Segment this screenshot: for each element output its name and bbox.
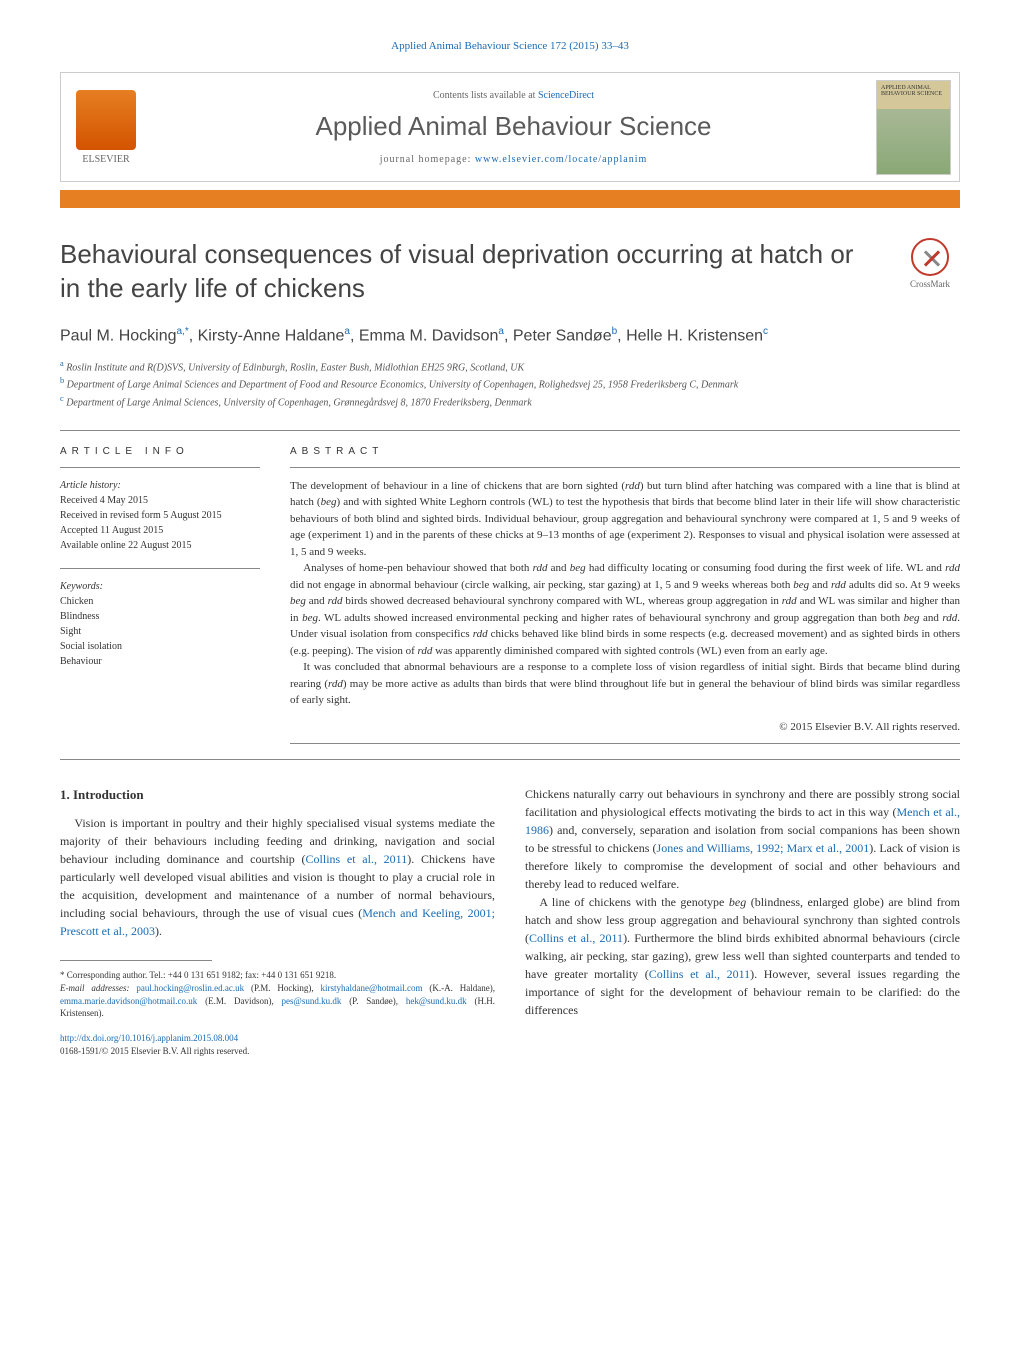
affiliation-line: b Department of Large Animal Sciences an… [60,375,960,392]
author-affiliation-marker: a [344,326,350,337]
email-link[interactable]: pes@sund.ku.dk [282,996,342,1006]
footnote-divider [60,960,212,961]
cover-text: APPLIED ANIMAL BEHAVIOUR SCIENCE [881,85,946,97]
abstract-divider [290,467,960,468]
history-label: Article history: [60,478,260,493]
author-affiliation-marker: a,* [177,326,189,337]
journal-homepage: journal homepage: www.elsevier.com/locat… [151,154,876,165]
crossmark-icon [911,238,949,276]
email-link[interactable]: kirstyhaldane@hotmail.com [321,983,423,993]
journal-name: Applied Animal Behaviour Science [151,111,876,142]
elsevier-label: ELSEVIER [82,154,129,165]
history-item: Received 4 May 2015 [60,493,260,508]
section-divider [60,430,960,431]
section-divider [60,759,960,760]
keyword-item: Blindness [60,609,260,624]
abstract-paragraph: Analyses of home-pen behaviour showed th… [290,560,960,659]
history-item: Available online 22 August 2015 [60,538,260,553]
sciencedirect-link[interactable]: ScienceDirect [538,90,594,101]
history-item: Received in revised form 5 August 2015 [60,508,260,523]
journal-reference: Applied Animal Behaviour Science 172 (20… [60,40,960,52]
abstract-paragraph: The development of behaviour in a line o… [290,478,960,561]
citation[interactable]: Collins et al., 2011 [529,931,623,945]
elsevier-tree-icon [76,90,136,150]
abstract-column: ABSTRACT The development of behaviour in… [290,446,960,754]
journal-cover-thumbnail: APPLIED ANIMAL BEHAVIOUR SCIENCE [876,80,951,175]
citation[interactable]: Jones and Williams, 1992; Marx et al., 2… [657,841,870,855]
doi-link[interactable]: http://dx.doi.org/10.1016/j.applanim.201… [60,1032,495,1046]
abstract-heading: ABSTRACT [290,446,960,457]
journal-header: ELSEVIER Contents lists available at Sci… [60,72,960,182]
intro-column-right: Chickens naturally carry out behaviours … [525,785,960,1059]
info-divider [60,568,260,569]
orange-divider-bar [60,190,960,208]
keyword-item: Social isolation [60,639,260,654]
contents-prefix: Contents lists available at [433,90,538,101]
citation[interactable]: Mench et al., 1986 [525,805,960,837]
author-affiliation-marker: b [612,326,618,337]
email-link[interactable]: hek@sund.ku.dk [406,996,467,1006]
email-addresses: E-mail addresses: paul.hocking@roslin.ed… [60,982,495,1020]
author-affiliation-marker: c [763,326,768,337]
homepage-link[interactable]: www.elsevier.com/locate/applanim [475,154,647,165]
elsevier-logo: ELSEVIER [61,73,151,181]
affiliation-line: a Roslin Institute and R(D)SVS, Universi… [60,358,960,375]
author-name: Peter Sandøe [513,327,612,344]
author-name: Emma M. Davidson [359,327,499,344]
keyword-item: Chicken [60,594,260,609]
contents-line: Contents lists available at ScienceDirec… [151,90,876,101]
intro-paragraph: Chickens naturally carry out behaviours … [525,785,960,893]
citation[interactable]: Collins et al., 2011 [649,967,750,981]
keywords-label: Keywords: [60,579,260,594]
intro-paragraph: Vision is important in poultry and their… [60,814,495,940]
author-name: Kirsty-Anne Haldane [198,327,345,344]
emails-label: E-mail addresses: [60,983,136,993]
citation[interactable]: Mench and Keeling, 2001; Prescott et al.… [60,906,495,938]
footnotes: * Corresponding author. Tel.: +44 0 131 … [60,969,495,1019]
abstract-bottom-divider [290,743,960,744]
article-info-heading: ARTICLE INFO [60,446,260,457]
intro-heading: 1. Introduction [60,785,495,805]
crossmark-label: CrossMark [910,279,950,289]
citation[interactable]: Collins et al., 2011 [306,852,408,866]
history-item: Accepted 11 August 2015 [60,523,260,538]
author-name: Paul M. Hocking [60,327,177,344]
article-title: Behavioural consequences of visual depri… [60,238,880,306]
issn-copyright: 0168-1591/© 2015 Elsevier B.V. All right… [60,1045,495,1059]
author-name: Helle H. Kristensen [626,327,763,344]
homepage-prefix: journal homepage: [380,154,475,165]
email-person: (K.-A. Haldane), [429,983,495,993]
intro-column-left: 1. Introduction Vision is important in p… [60,785,495,1059]
crossmark-badge[interactable]: CrossMark [900,238,960,289]
article-info-column: ARTICLE INFO Article history: Received 4… [60,446,260,754]
email-person: (P. Sandøe), [349,996,398,1006]
keyword-item: Behaviour [60,654,260,669]
author-affiliation-marker: a [498,326,504,337]
info-divider [60,467,260,468]
corresponding-author: * Corresponding author. Tel.: +44 0 131 … [60,969,495,982]
keyword-item: Sight [60,624,260,639]
abstract-paragraph: It was concluded that abnormal behaviour… [290,659,960,709]
affiliations: a Roslin Institute and R(D)SVS, Universi… [60,358,960,410]
abstract-copyright: © 2015 Elsevier B.V. All rights reserved… [290,721,960,733]
affiliation-line: c Department of Large Animal Sciences, U… [60,393,960,410]
email-person: (E.M. Davidson), [205,996,274,1006]
email-link[interactable]: paul.hocking@roslin.ed.ac.uk [136,983,244,993]
intro-paragraph: A line of chickens with the genotype beg… [525,893,960,1019]
email-person: (P.M. Hocking), [251,983,314,993]
email-link[interactable]: emma.marie.davidson@hotmail.co.uk [60,996,197,1006]
authors-line: Paul M. Hockinga,*, Kirsty-Anne Haldanea… [60,324,960,348]
